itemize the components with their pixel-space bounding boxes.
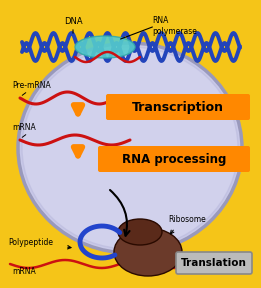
Ellipse shape [22,47,238,249]
Ellipse shape [18,43,242,253]
Text: DNA: DNA [64,18,82,26]
Text: mRNA: mRNA [12,123,36,132]
FancyBboxPatch shape [106,94,250,120]
Text: Transcription: Transcription [132,101,224,113]
Text: RNA processing: RNA processing [122,153,226,166]
FancyBboxPatch shape [176,252,252,274]
Text: RNA
polymerase: RNA polymerase [152,16,197,36]
Ellipse shape [114,228,182,276]
Text: Ribosome: Ribosome [168,215,206,224]
Text: Polypeptide: Polypeptide [8,238,53,247]
Text: Translation: Translation [181,258,247,268]
Ellipse shape [75,36,135,58]
Text: mRNA: mRNA [12,267,36,276]
Ellipse shape [118,219,162,245]
Text: Pre-mRNA: Pre-mRNA [12,81,51,90]
FancyBboxPatch shape [98,146,250,172]
